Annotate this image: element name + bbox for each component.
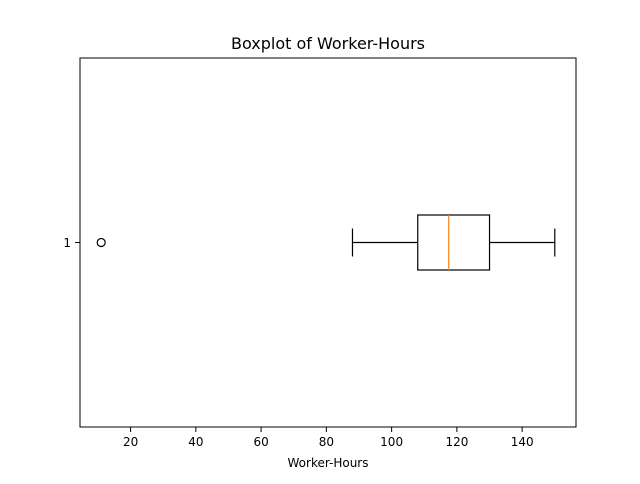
x-tick-label: 100 [380,435,403,449]
x-tick-label: 80 [319,435,334,449]
outlier-point [96,237,106,248]
x-tick-label: 40 [188,435,203,449]
x-axis-ticks: 20 40 60 80 100 120 140 [123,427,534,449]
x-axis-label: Worker-Hours [288,456,369,470]
iqr-box [417,214,491,271]
x-tick-label: 60 [253,435,268,449]
x-tick-label: 140 [511,435,534,449]
x-tick-label: 120 [445,435,468,449]
y-tick-label: 1 [63,236,71,250]
plot-frame [79,57,577,428]
x-tick-label: 20 [123,435,138,449]
y-axis-ticks: 1 [63,236,80,250]
chart-title: Boxplot of Worker-Hours [231,34,425,53]
boxplot-series [96,214,556,271]
